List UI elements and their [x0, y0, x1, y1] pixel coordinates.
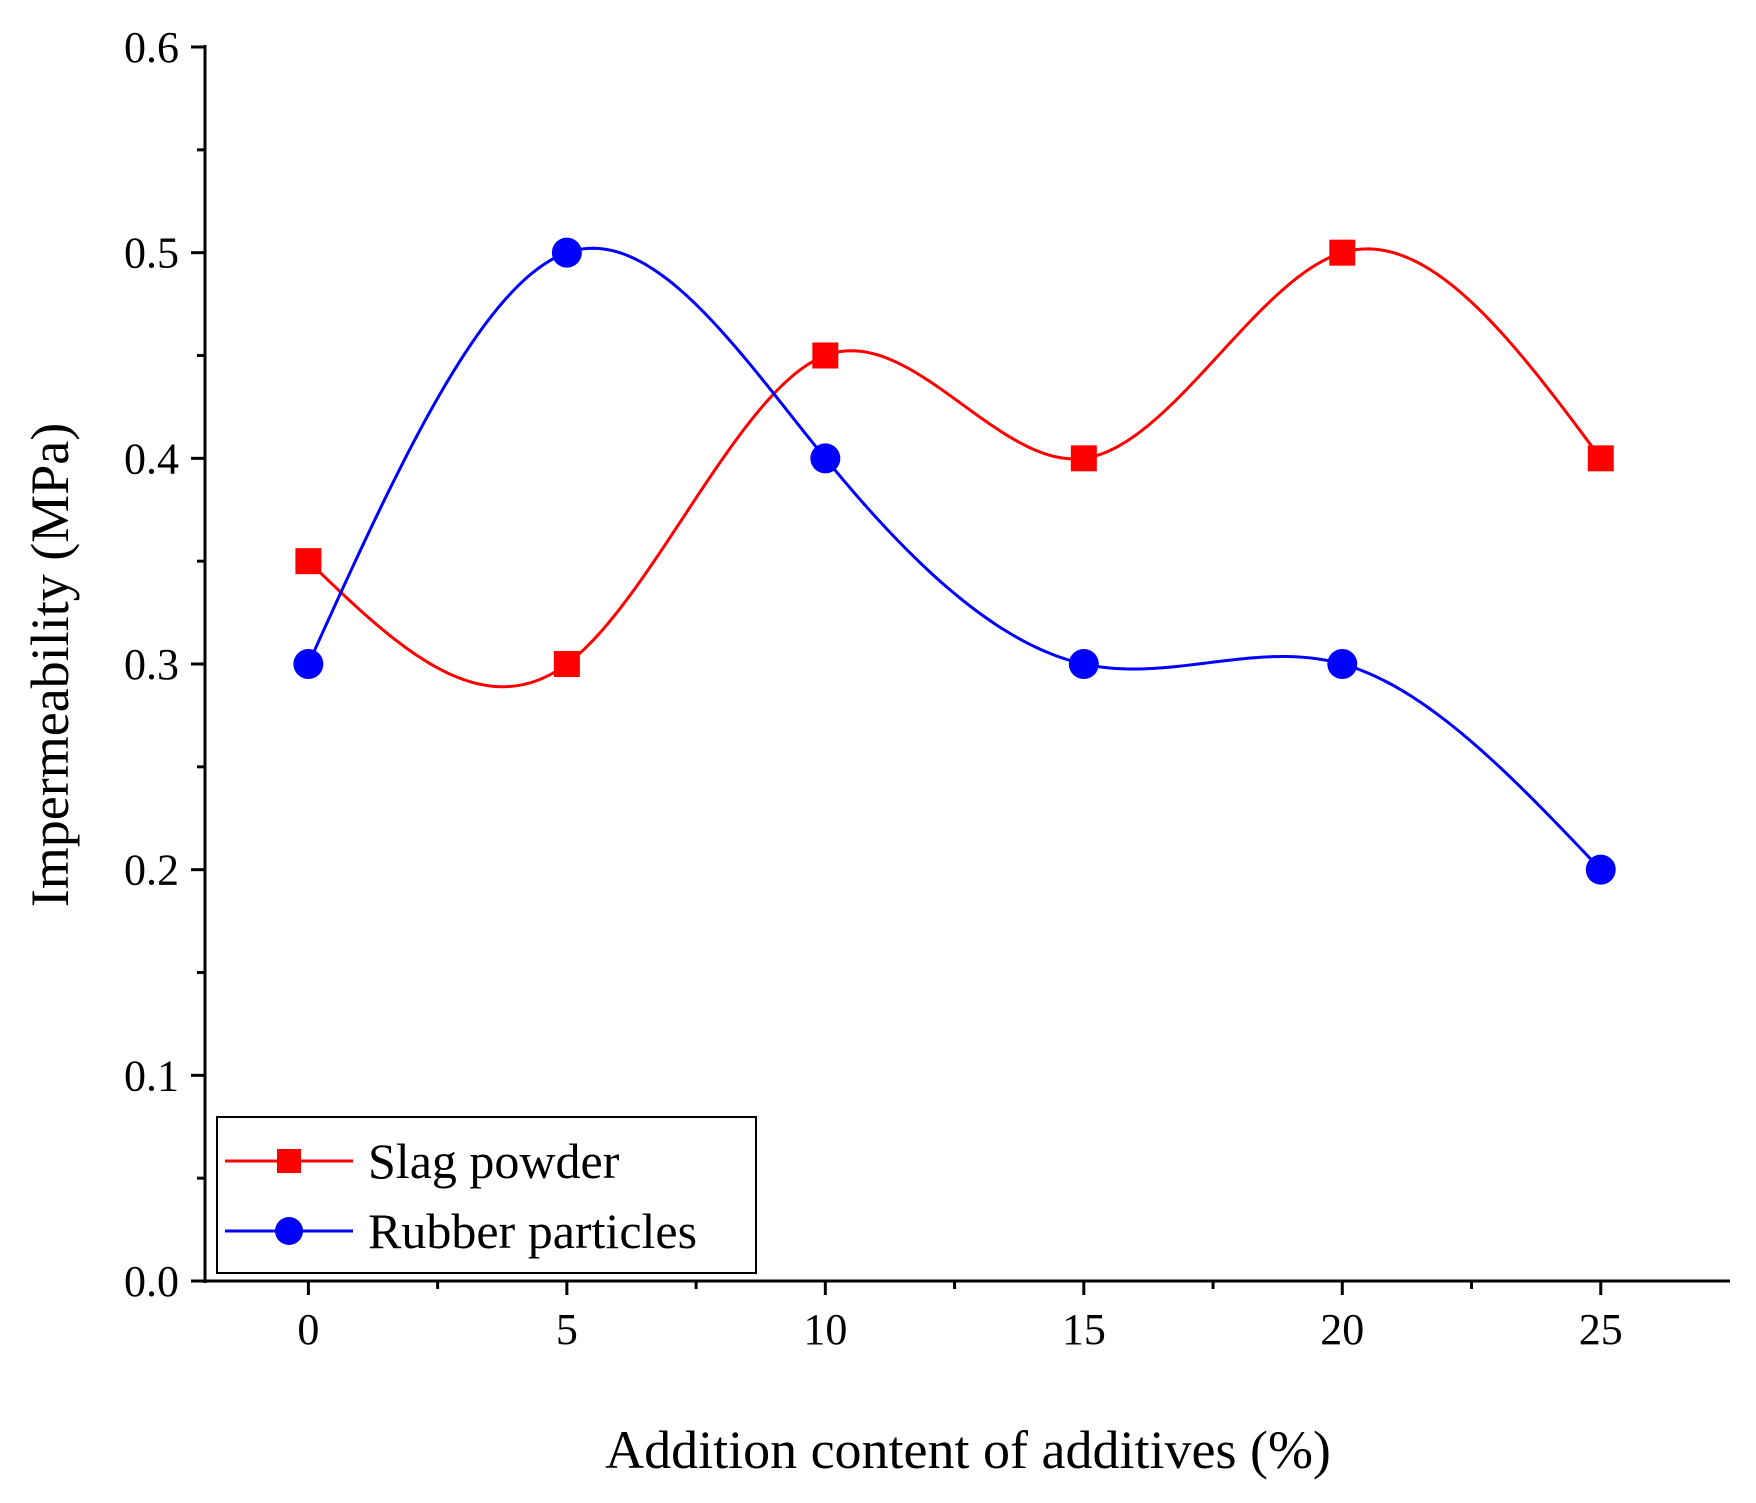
x-tick-label: 15	[1062, 1305, 1106, 1354]
series-curves	[307, 246, 1602, 871]
legend-marker-slag-powder	[277, 1149, 301, 1173]
y-tick-label: 0.6	[124, 23, 179, 72]
data-point-slag-powder	[1587, 445, 1614, 472]
data-point-slag-powder	[553, 651, 580, 677]
data-point-slag-powder	[295, 548, 322, 575]
x-tick-label: 10	[803, 1305, 847, 1354]
x-axis-title: Addition content of additives (%)	[605, 1420, 1331, 1480]
x-tick-label: 5	[556, 1305, 578, 1354]
axis-ticks	[191, 45, 1603, 1295]
series-markers	[293, 237, 1616, 885]
data-point-rubber-particles	[1327, 649, 1358, 679]
legend-marker-rubber-particles	[275, 1217, 303, 1245]
y-tick-label: 0.3	[124, 640, 179, 689]
data-point-slag-powder	[1070, 445, 1097, 472]
legend-box	[216, 1116, 757, 1274]
data-point-slag-powder	[1329, 239, 1356, 266]
legend: Slag powder Rubber particles	[216, 1116, 757, 1274]
x-tick-label: 20	[1320, 1305, 1364, 1354]
legend-label-rubber-particles: Rubber particles	[368, 1203, 697, 1259]
tick-labels: 0.0 0.1 0.2 0.3 0.4 0.5 0.6 0 5 10 15 20 25	[124, 23, 1623, 1354]
series-line-1	[307, 246, 1602, 871]
y-tick-label: 0.5	[124, 229, 179, 278]
data-point-rubber-particles	[810, 443, 841, 474]
x-tick-label: 25	[1579, 1305, 1623, 1354]
y-axis-title: Impermeability (MPa)	[20, 423, 80, 907]
legend-label-slag-powder: Slag powder	[368, 1133, 620, 1189]
y-tick-label: 0.2	[124, 846, 179, 895]
data-point-rubber-particles	[1585, 854, 1616, 885]
series-line-0	[307, 247, 1602, 689]
data-point-slag-powder	[812, 342, 839, 369]
data-point-rubber-particles	[293, 649, 324, 679]
y-tick-label: 0.4	[124, 434, 179, 483]
x-tick-label: 0	[297, 1305, 319, 1354]
data-point-rubber-particles	[551, 237, 582, 268]
data-point-rubber-particles	[1068, 649, 1099, 679]
y-tick-label: 0.0	[124, 1257, 179, 1306]
y-tick-label: 0.1	[124, 1051, 179, 1100]
